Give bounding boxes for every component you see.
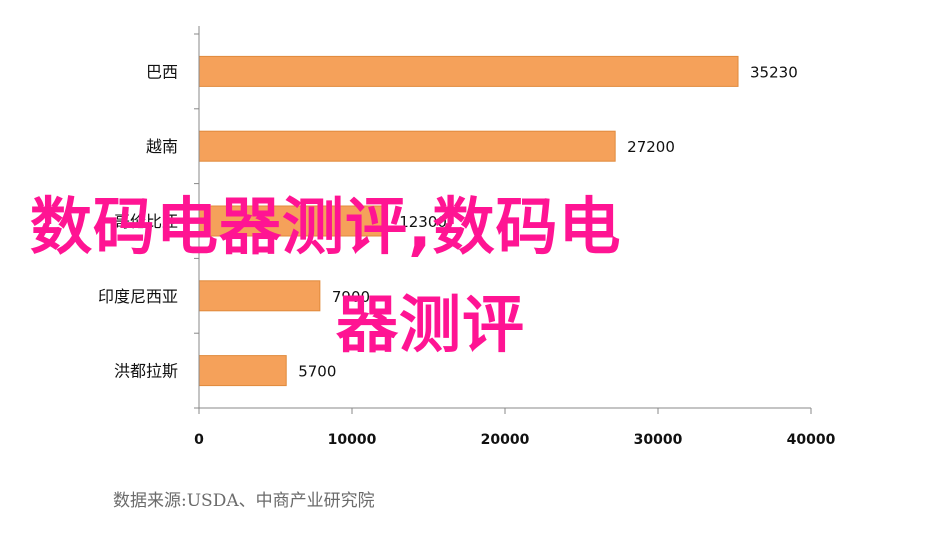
value-label-4: 5700 <box>298 363 336 381</box>
category-label-1: 越南 <box>146 137 178 156</box>
category-label-3: 印度尼西亚 <box>98 287 178 306</box>
category-label-2: 哥伦比亚 <box>114 212 178 231</box>
x-tick-label-3: 30000 <box>634 432 683 448</box>
bar-2 <box>198 205 388 237</box>
category-label-0: 巴西 <box>146 62 178 81</box>
value-label-3: 7900 <box>332 288 370 306</box>
category-label-4: 洪都拉斯 <box>114 362 178 381</box>
value-label-2: 12300 <box>399 213 447 231</box>
bar-3 <box>198 280 321 312</box>
value-label-0: 35230 <box>750 63 798 81</box>
source-note: 数据来源:USDA、中商产业研究院 <box>113 491 375 511</box>
bar-0 <box>198 55 739 87</box>
x-tick-label-1: 10000 <box>328 432 377 448</box>
x-tick-label-0: 0 <box>194 432 204 448</box>
watermark-text-line2: 器测评 <box>336 288 526 361</box>
bars-group: 巴西 35230 越南 27200 哥伦比亚 12300 印度尼西亚 7900 洪都拉斯 5700 <box>98 55 798 387</box>
bar-4 <box>198 355 287 387</box>
value-label-1: 27200 <box>627 138 675 156</box>
x-tick-label-2: 20000 <box>481 432 530 448</box>
watermark-text-line1: 数码电器测评,数码电 <box>30 190 622 263</box>
x-tick-label-4: 40000 <box>787 432 836 448</box>
bar-1 <box>198 130 616 162</box>
axes-group: 0 10000 20000 30000 40000 <box>194 26 836 448</box>
